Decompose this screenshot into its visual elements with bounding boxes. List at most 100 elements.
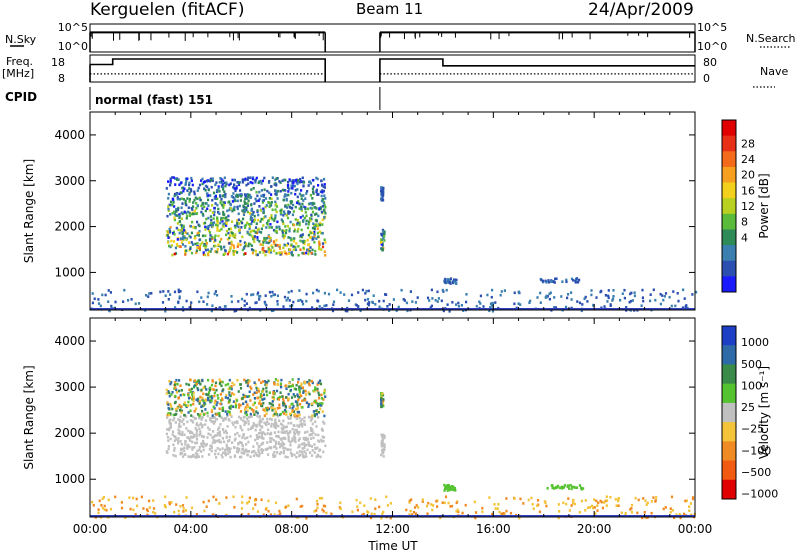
velocity-cell bbox=[249, 412, 252, 416]
velocity-cell bbox=[278, 403, 281, 407]
power-cell bbox=[237, 183, 241, 186]
velocity-cell bbox=[279, 422, 283, 426]
velocity-cell bbox=[214, 381, 218, 385]
power-cell bbox=[191, 183, 194, 187]
velocity-cell bbox=[191, 420, 195, 424]
velocity-cell bbox=[244, 437, 247, 440]
velocity-cell bbox=[272, 453, 275, 456]
velocity-cell bbox=[298, 416, 301, 420]
velocity-cell bbox=[225, 443, 228, 447]
velocity-cell bbox=[274, 418, 277, 421]
velocity-cell bbox=[238, 406, 241, 409]
power-cell bbox=[222, 210, 225, 214]
power-cell bbox=[242, 213, 246, 216]
velocity-cell bbox=[310, 454, 314, 457]
velocity-cell bbox=[199, 422, 202, 425]
velocity-cell bbox=[315, 499, 319, 503]
velocity-cell bbox=[382, 510, 385, 514]
colorbar-segment bbox=[722, 260, 736, 277]
power-cell bbox=[263, 236, 266, 240]
power-cell bbox=[304, 197, 307, 200]
velocity-cell bbox=[381, 435, 384, 439]
power-cell bbox=[239, 189, 242, 192]
velocity-cell bbox=[318, 497, 321, 500]
velocity-cell bbox=[323, 422, 326, 425]
power-cell bbox=[305, 299, 308, 303]
power-cell bbox=[494, 301, 497, 304]
velocity-cell bbox=[202, 448, 205, 452]
power-cell bbox=[293, 237, 296, 240]
power-cell bbox=[207, 198, 210, 202]
power-cell bbox=[270, 197, 273, 201]
velocity-cell bbox=[272, 407, 275, 410]
velocity-cell bbox=[650, 500, 653, 503]
power-cell bbox=[302, 205, 305, 209]
power-cell bbox=[287, 180, 290, 184]
velocity-cell bbox=[298, 413, 301, 417]
velocity-cell bbox=[290, 421, 293, 425]
power-cell bbox=[309, 182, 312, 185]
power-cell bbox=[195, 207, 198, 210]
power-cell bbox=[91, 301, 94, 305]
velocity-cell bbox=[301, 424, 304, 428]
velocity-cell bbox=[172, 443, 175, 447]
power-cell bbox=[175, 210, 178, 213]
power-cell bbox=[91, 292, 94, 295]
velocity-cell bbox=[281, 410, 284, 414]
velocity-cell bbox=[173, 449, 176, 452]
power-cell bbox=[248, 227, 251, 230]
power-cell bbox=[226, 209, 229, 213]
power-cell bbox=[171, 253, 174, 257]
velocity-cell bbox=[190, 414, 193, 417]
power-cell bbox=[663, 295, 666, 298]
velocity-cell bbox=[296, 406, 299, 410]
velocity-cell bbox=[222, 419, 225, 422]
velocity-cell bbox=[380, 402, 383, 406]
power-cell bbox=[233, 224, 237, 228]
power-cell bbox=[382, 299, 385, 303]
power-cell bbox=[250, 188, 253, 191]
velocity-cell bbox=[178, 430, 181, 433]
power-cell bbox=[255, 253, 258, 256]
velocity-cell bbox=[580, 488, 583, 491]
velocity-cell bbox=[289, 388, 292, 392]
velocity-cell bbox=[212, 405, 215, 408]
velocity-cell bbox=[273, 407, 276, 411]
power-cell bbox=[278, 227, 281, 231]
power-cell bbox=[465, 293, 468, 296]
velocity-cell bbox=[290, 454, 293, 458]
velocity-cell bbox=[209, 400, 212, 404]
power-cell bbox=[166, 234, 169, 237]
power-cell bbox=[314, 206, 317, 209]
velocity-cell bbox=[256, 396, 260, 400]
power-cell bbox=[314, 249, 317, 253]
velocity-cell bbox=[385, 495, 388, 499]
velocity-cell bbox=[488, 496, 491, 499]
power-cell bbox=[231, 178, 234, 182]
velocity-cell bbox=[229, 413, 232, 416]
velocity-cell bbox=[247, 450, 251, 453]
power-cell bbox=[265, 204, 268, 207]
power-cell bbox=[123, 288, 126, 292]
velocity-cell bbox=[518, 516, 521, 520]
power-cell bbox=[609, 303, 612, 306]
velocity-cell bbox=[303, 442, 306, 445]
power-cell bbox=[169, 293, 172, 296]
velocity-cell bbox=[173, 435, 176, 438]
velocity-cell bbox=[224, 383, 227, 387]
power-cell bbox=[664, 292, 668, 295]
velocity-cell bbox=[207, 378, 210, 382]
velocity-cell bbox=[206, 397, 210, 400]
velocity-cell bbox=[114, 495, 117, 499]
power-cell bbox=[323, 250, 326, 253]
power-cell bbox=[209, 209, 212, 212]
velocity-cell bbox=[277, 442, 280, 445]
power-cell bbox=[297, 201, 300, 205]
velocity-cell bbox=[302, 391, 305, 394]
velocity-cell bbox=[191, 448, 194, 451]
power-cell bbox=[307, 220, 311, 224]
power-cell bbox=[372, 294, 375, 297]
velocity-cell bbox=[243, 415, 246, 419]
power-cell bbox=[301, 300, 304, 303]
velocity-cell bbox=[213, 407, 216, 410]
